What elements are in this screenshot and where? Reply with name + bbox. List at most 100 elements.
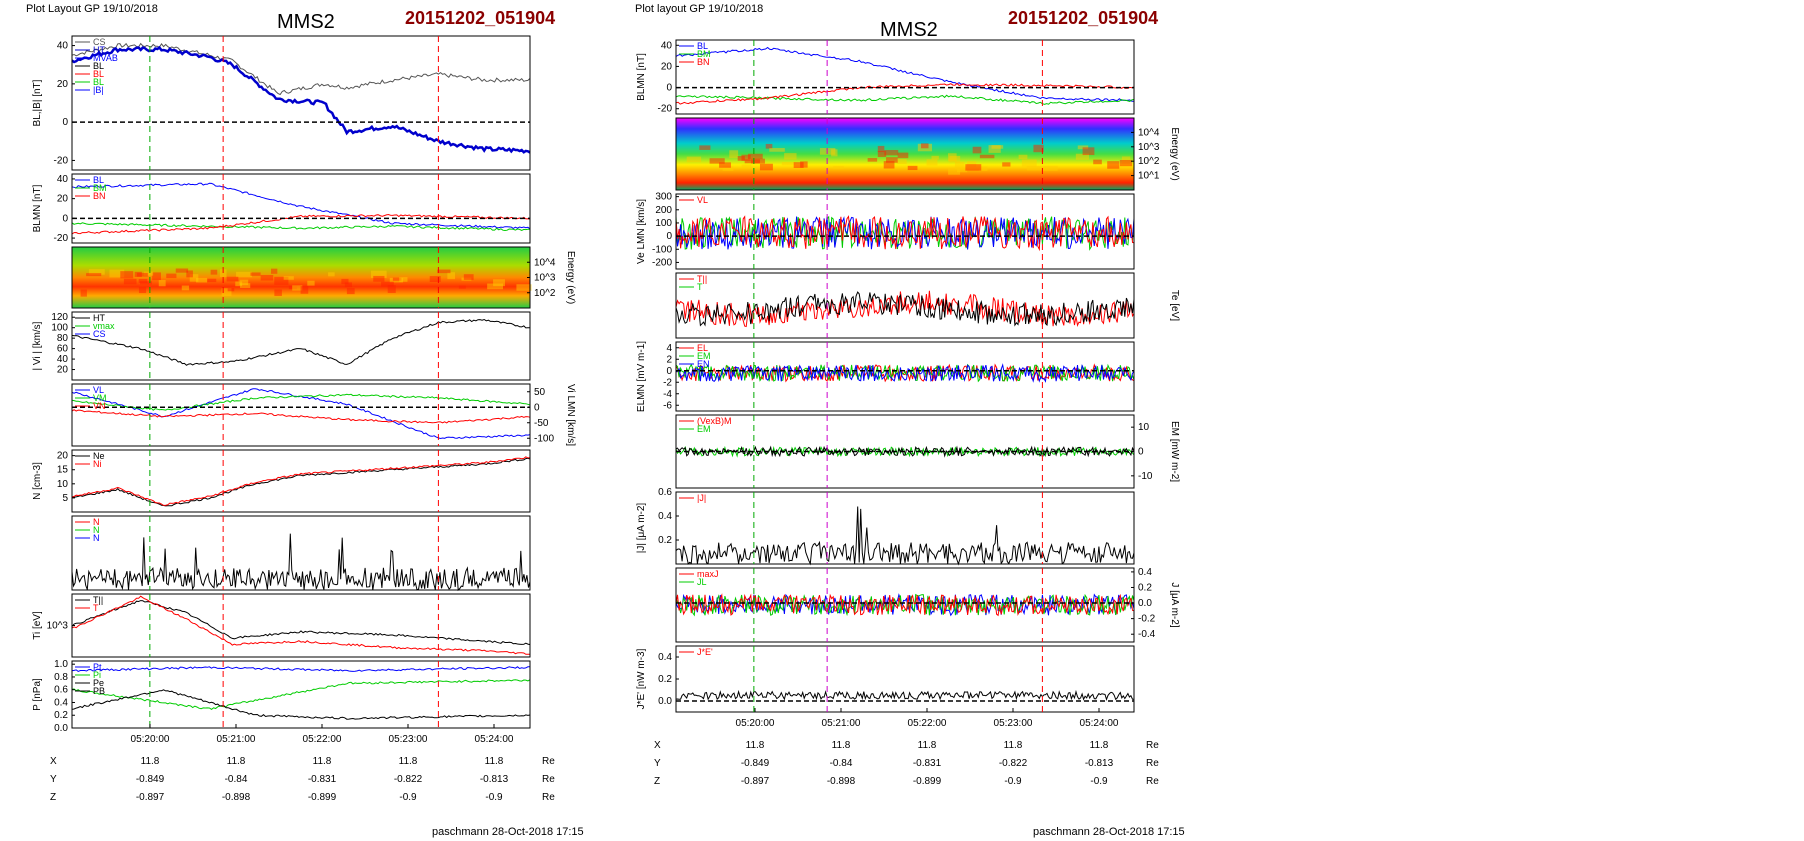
legend-label: BL (93, 61, 104, 71)
x-tick-label: 05:24:00 (475, 734, 514, 745)
spectrogram-cell (751, 158, 765, 164)
panel-frame (71, 383, 531, 447)
spectrogram-cell (972, 146, 982, 154)
spectrogram-cell (867, 158, 878, 162)
spectrogram-cell (769, 148, 785, 152)
legend-label: |B| (93, 85, 104, 95)
spectrogram-cell (250, 272, 261, 276)
y-tick-label: 120 (51, 312, 68, 323)
series-BN (71, 213, 531, 235)
orbit-unit: Re (1146, 758, 1159, 769)
legend-label: HT (93, 313, 105, 323)
orbit-value: 11.8 (227, 756, 246, 767)
legend-label: T (697, 282, 703, 292)
spectrogram-cell (392, 277, 402, 281)
spectrogram-cell (370, 270, 387, 278)
legend-label: BM (93, 183, 107, 193)
panel-frame (71, 515, 531, 591)
y-tick-label: 50 (534, 387, 546, 398)
y-tick-label: 40 (661, 40, 673, 51)
spectrogram-cell (1021, 159, 1037, 167)
spectrogram-cell (931, 155, 939, 160)
spectrogram-cell (741, 154, 751, 161)
spectrogram-cell (699, 145, 711, 150)
spectrogram-cell (979, 154, 995, 159)
y-tick-label: -50 (534, 418, 549, 429)
y-tick-label: 10 (1138, 422, 1150, 433)
orbit-unit: Re (542, 774, 555, 785)
orbit-unit: Re (1146, 740, 1159, 751)
right-panel-3: 300 200 100 0 -100 -200 Ve LMN [km/s] VL (636, 192, 1135, 270)
spectrogram-cell (189, 274, 199, 282)
y-tick-label: 15 (57, 465, 69, 476)
y-tick-label: 10^3 (47, 621, 69, 632)
y-tick-label: 0 (62, 117, 68, 128)
spectrogram-cell (896, 159, 907, 164)
y-tick-label: 200 (655, 205, 672, 216)
left-panel-8: 10^3 Ti [eV] T||T (32, 593, 531, 658)
legend-label: BN (93, 191, 106, 201)
legend-label: PB (93, 686, 105, 696)
y-tick-label: -0.2 (1138, 614, 1156, 625)
spectrogram-cell (271, 268, 278, 274)
trace (675, 215, 1135, 251)
y-tick-label: 60 (57, 344, 69, 355)
y-tick-label: 0 (1138, 447, 1144, 458)
panel-frame (71, 449, 531, 513)
orbit-value: 11.8 (1004, 740, 1023, 751)
y-axis-label: BLMN [nT] (32, 184, 43, 232)
orbit-value: 11.8 (746, 740, 765, 751)
spectrogram-cell (138, 278, 148, 283)
orbit-value: -0.831 (308, 774, 337, 785)
orbit-value: -0.813 (1085, 758, 1114, 769)
panel-frame (675, 272, 1135, 339)
orbit-value: -0.897 (741, 776, 770, 787)
orbit-table: X 11.8 11.8 11.8 11.8 11.8 Re Y -0.849 -0.84 -0.83… (50, 740, 1159, 803)
y-tick-label: 10^3 (1138, 142, 1160, 153)
spectrogram-cell (800, 161, 808, 168)
orbit-value: -0.898 (222, 792, 251, 803)
panel-frame (71, 35, 531, 171)
y-tick-label: -10 (1138, 471, 1153, 482)
legend-label: HT (93, 45, 105, 55)
right-layout-label: Plot layout GP 19/10/2018 (635, 3, 763, 15)
y-axis-label: BLMN [nT] (636, 53, 647, 101)
x-tick-label: 05:20:00 (736, 718, 775, 729)
x-tick-label: 05:20:00 (131, 734, 170, 745)
y-tick-label: 0.0 (658, 696, 672, 707)
spectrogram-cell (260, 274, 274, 281)
series-BN (675, 82, 1135, 105)
trace (675, 689, 1134, 701)
spectrogram-cell (463, 274, 474, 280)
y-tick-label: 10^2 (1138, 156, 1160, 167)
right-panel-2: 10^4 10^3 10^2 10^1 Energy (eV) (675, 117, 1180, 191)
y-tick-label: 5 (62, 493, 68, 504)
spectrogram-cell (429, 276, 441, 282)
spectrogram-cell (1002, 162, 1011, 167)
x-tick-label: 05:21:00 (822, 718, 861, 729)
spectrogram-cell (988, 145, 1001, 153)
spectrogram-cell (109, 269, 125, 278)
y-tick-label: -6 (663, 400, 672, 411)
y-tick-label: 0 (534, 402, 540, 413)
orbit-value: -0.897 (136, 792, 165, 803)
spectrogram-cell (926, 159, 938, 166)
legend-label: EN (697, 359, 710, 369)
spectrogram-cell (729, 150, 739, 159)
y-tick-label: 0.2 (658, 535, 672, 546)
spectrogram-cell (748, 153, 763, 160)
spectrogram-cell (152, 272, 161, 281)
spectrogram-cell (722, 166, 734, 171)
spectrogram-cell (86, 273, 102, 277)
y-tick-label: 0.0 (54, 723, 68, 734)
series-BL (71, 45, 531, 154)
series-BM (71, 222, 531, 232)
trace (675, 363, 1135, 383)
spectrogram-cell (516, 284, 532, 291)
spectrogram-cell (240, 283, 251, 288)
y-tick-label: 4 (666, 343, 672, 354)
trace (675, 593, 1135, 617)
y-tick-label: 0.6 (658, 487, 672, 498)
spectrogram-cell (143, 271, 154, 276)
